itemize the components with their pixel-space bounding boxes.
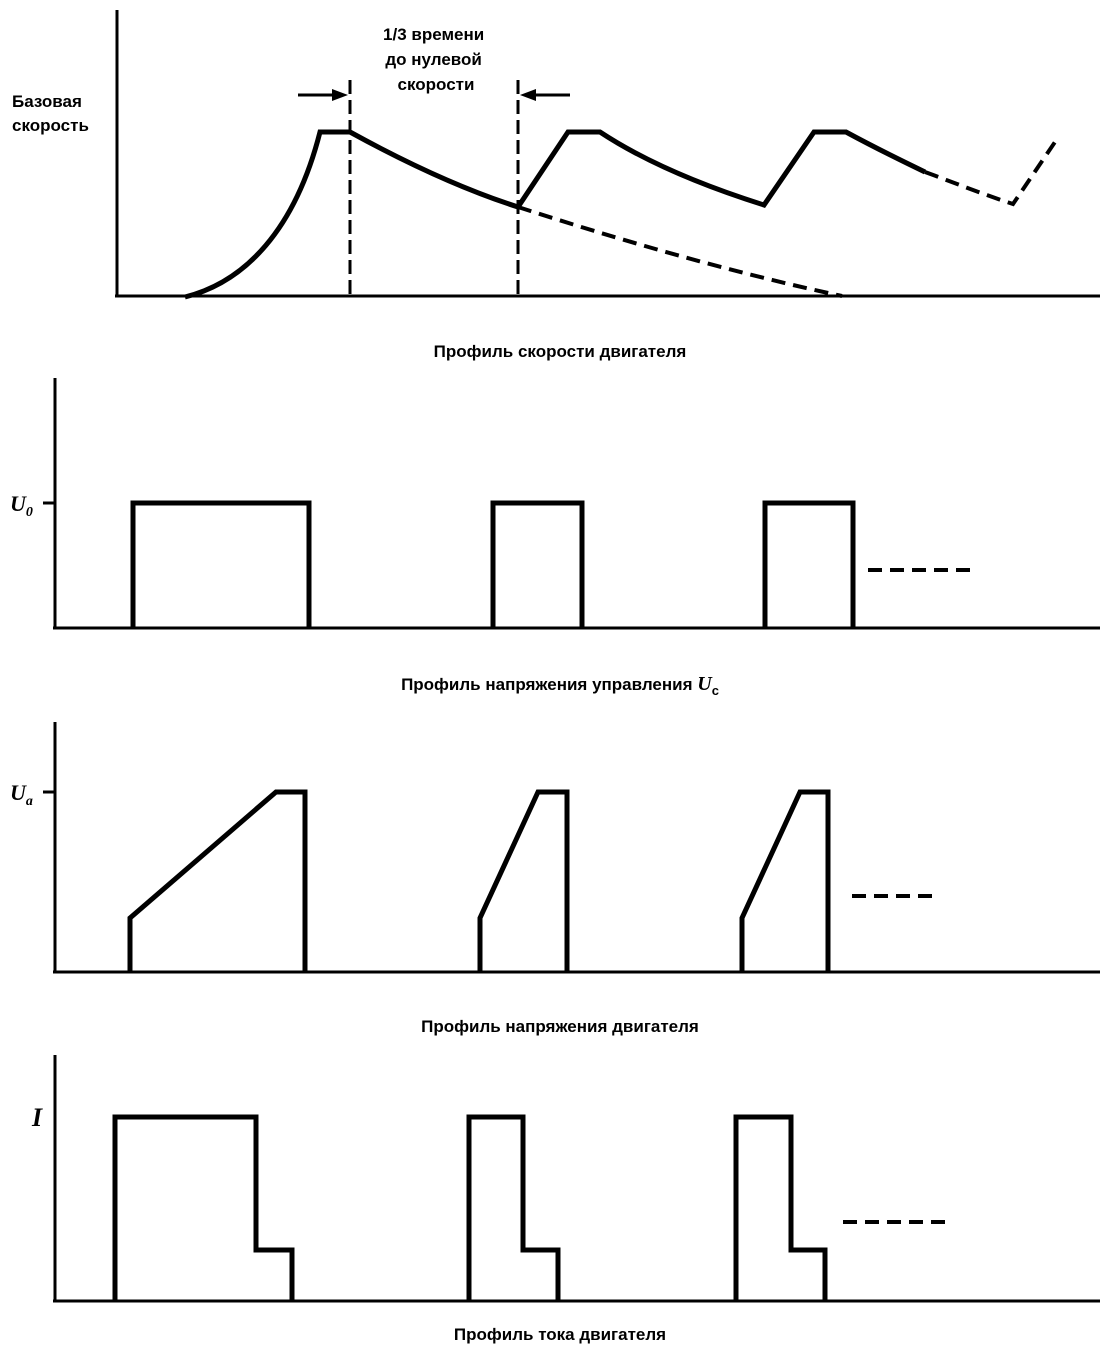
current-pulse [733, 1114, 828, 1301]
current-level-label: I [31, 1103, 43, 1132]
control-pulse [762, 500, 856, 628]
motor-voltage-level-label: Ua [10, 780, 33, 809]
left-arrow-icon [298, 89, 348, 101]
motor-voltage-pulse [127, 789, 308, 972]
base-speed-label: Базовая скорость [12, 92, 89, 135]
interval-label: 1/3 времени до нулевой скорости [383, 25, 489, 94]
control-voltage-caption: Профиль напряжения управления Uc [401, 673, 719, 698]
control-level-label: U0 [10, 491, 33, 520]
motor-voltage-panel: Ua Профиль напряжения двигателя [10, 722, 1100, 1036]
motor-voltage-pulse [477, 789, 570, 972]
current-profile-caption: Профиль тока двигателя [454, 1325, 666, 1344]
speed-profile-caption: Профиль скорости двигателя [434, 342, 687, 361]
control-voltage-panel: U0 Профиль напряжения управления Uc [10, 378, 1100, 698]
motor-voltage-caption: Профиль напряжения двигателя [421, 1017, 699, 1036]
speed-profile-panel: Базовая скорость 1/3 времени до нулевой … [12, 10, 1100, 361]
right-arrow-icon [520, 89, 570, 101]
current-pulse [112, 1114, 295, 1301]
control-pulse [130, 500, 312, 628]
motor-voltage-pulse [739, 789, 831, 972]
control-pulse [490, 500, 585, 628]
current-pulse [466, 1114, 561, 1301]
speed-decay-curve [517, 205, 843, 298]
motor-current-panel: I Профиль тока двигателя [31, 1055, 1100, 1344]
speed-curve-continuation [924, 140, 1057, 207]
speed-curve [184, 129, 927, 300]
